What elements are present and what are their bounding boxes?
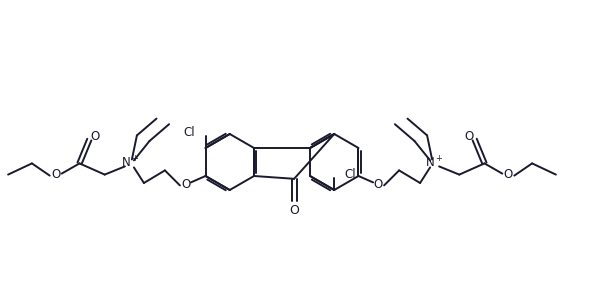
Text: O: O [504, 168, 513, 181]
Text: N$^+$: N$^+$ [425, 156, 444, 171]
Text: O: O [289, 204, 299, 217]
Text: O: O [91, 130, 100, 143]
Text: Cl: Cl [345, 169, 356, 182]
Text: O: O [464, 130, 474, 143]
Text: N$^+$: N$^+$ [121, 156, 139, 171]
Text: O: O [373, 178, 383, 191]
Text: O: O [181, 178, 190, 191]
Text: Cl: Cl [184, 126, 196, 139]
Text: O: O [51, 168, 60, 181]
